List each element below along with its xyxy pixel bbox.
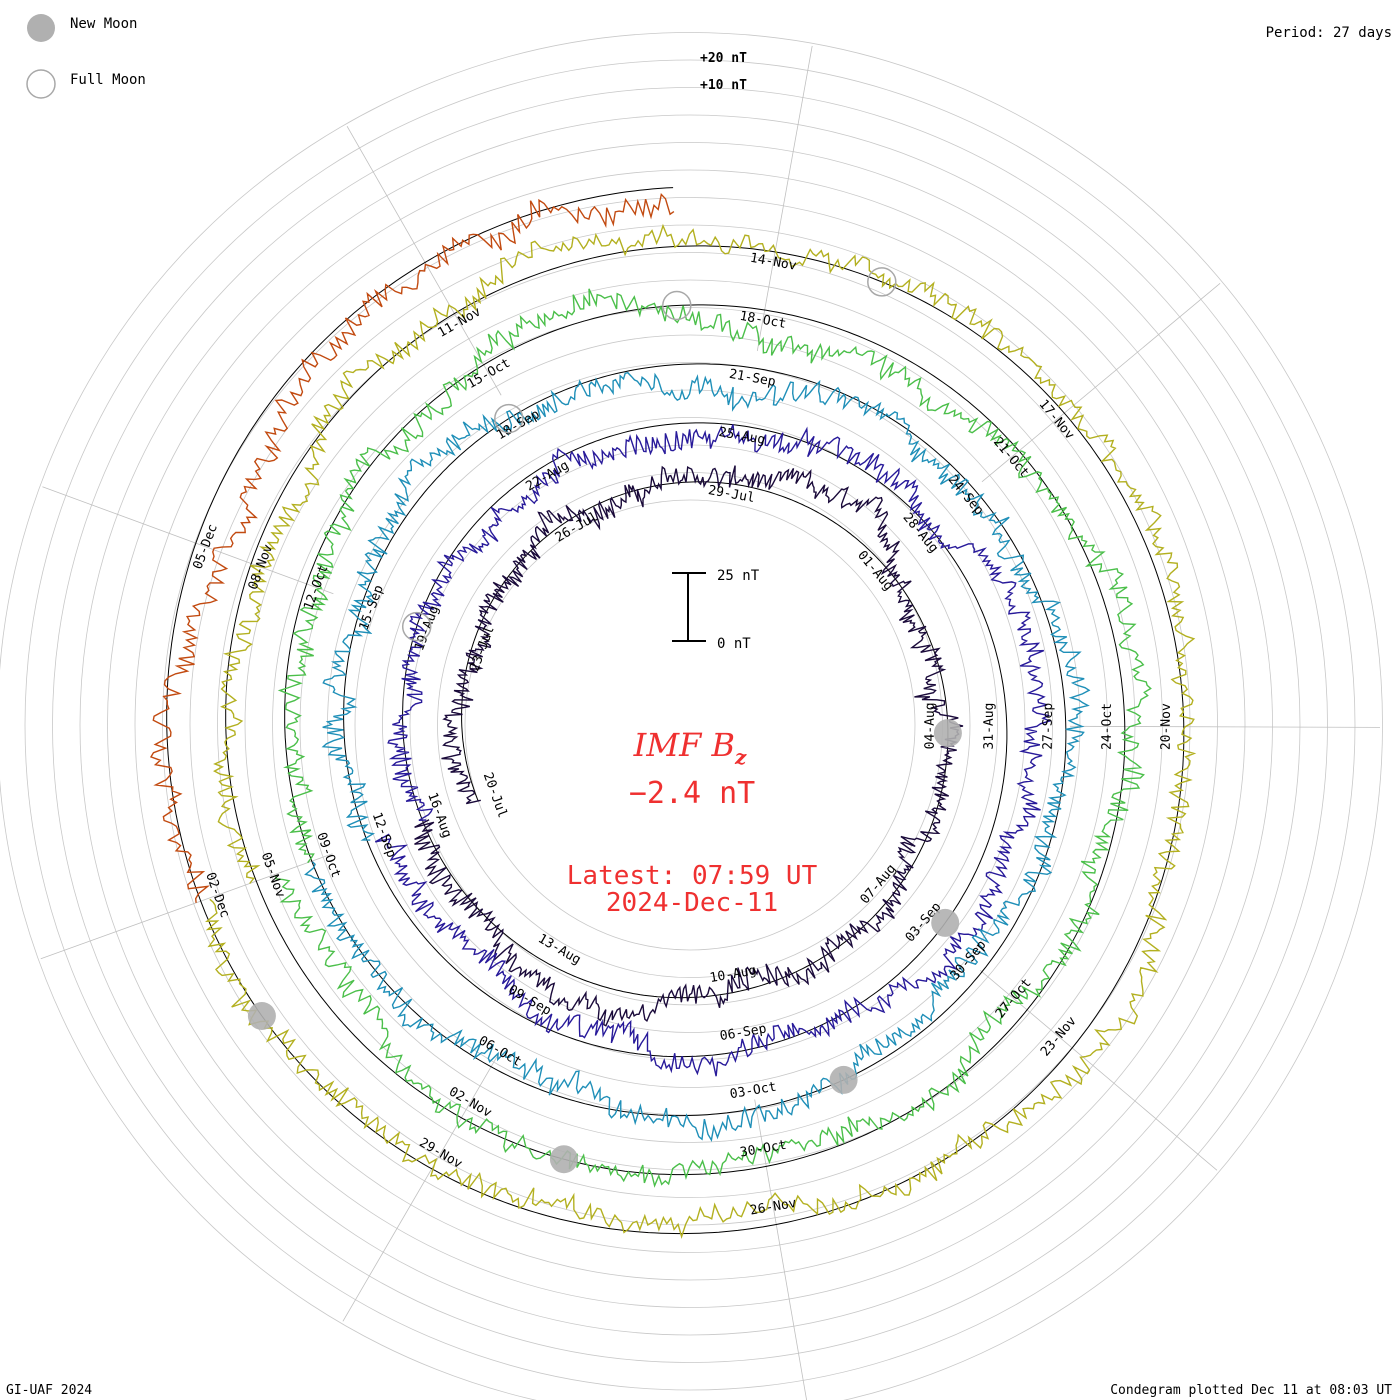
date-label: 27-Sep [1041,703,1056,750]
grid-spoke [981,283,1221,483]
grid-spoke [1069,725,1380,728]
full-moon-marker [867,267,897,297]
date-label: 30-Sep [948,938,990,984]
date-label: 29-Nov [416,1135,464,1172]
date-label: 26-Nov [749,1196,798,1219]
center-title: IMF Bz [633,726,747,769]
full-moon-legend-label: Full Moon [70,72,146,88]
footer-credit: GI-UAF 2024 [6,1383,92,1398]
new-moon-marker [931,908,960,937]
grid-ring [0,32,1383,1400]
current-value: −2.4 nT [629,776,755,811]
moon-markers [247,267,962,1174]
trace-cycle-5 [205,223,1197,1239]
trace-cycle-2 [374,424,1052,1077]
grid-ring [299,334,1081,1116]
new-moon-legend-icon [27,14,55,42]
latest-time: Latest: 07:59 UT [567,861,818,891]
date-label: 04-Aug [923,702,938,749]
new-moon-marker [549,1145,578,1174]
full-moon-legend-icon [26,69,56,99]
date-label: 03-Oct [729,1080,778,1103]
grid-spoke [342,1053,500,1322]
trace-cycle-6 [149,192,675,903]
grid-spoke [40,853,333,960]
center-title-main: IMF B [633,726,735,764]
trace-cycle-3 [304,371,1091,1142]
date-label: 30-Oct [739,1138,788,1161]
new-moon-marker [247,1002,276,1030]
new-moon-legend-label: New Moon [70,16,137,32]
data-traces [149,192,1197,1239]
new-moon-marker [829,1065,858,1094]
scale-bar [672,572,706,642]
full-moon-marker [401,611,432,642]
grid-ring [134,169,1246,1281]
date-label: 02-Dec [202,871,232,920]
grid-spoke [42,486,334,595]
date-label: 20-Jul [480,771,510,820]
zero-line [166,187,1185,1235]
scale-label-plus10: +10 nT [700,78,747,93]
grid-ring [217,252,1163,1198]
date-label: 24-Oct [1100,703,1115,750]
date-label: 31-Aug [982,703,997,750]
grid-ring [24,59,1356,1391]
date-label: 11-Nov [435,304,483,340]
grid-ring [382,417,998,1033]
period-label: Period: 27 days [1266,25,1392,41]
date-label: 10-Aug [709,963,758,986]
footer-plotted: Condegram plotted Dec 11 at 08:03 UT [1110,1383,1392,1398]
latest-date: 2024-Dec-11 [606,888,778,918]
grid-ring [79,114,1301,1336]
grid-ring [464,499,916,951]
zero-reference-spiral [166,187,1185,1235]
center-title-sub: z [734,745,747,769]
grid-ring [107,142,1273,1308]
grid-ring [244,279,1136,1171]
trace-cycle-1 [414,465,964,1027]
date-label: 05-Nov [258,851,288,900]
grid-spoke [754,1099,807,1400]
grid-spoke [756,45,813,352]
grid-ring [327,362,1053,1088]
date-label: 20-Nov [1159,703,1174,750]
scale-label-plus20: +20 nT [700,51,747,66]
grid-ring [52,87,1328,1363]
date-label: 09-Oct [313,831,343,880]
scale-bar-bottom-label: 0 nT [717,636,751,652]
grid-rings [0,32,1383,1400]
date-label: 06-Oct [476,1033,524,1070]
new-moon-marker [933,719,962,748]
full-moon-marker [494,403,524,434]
grid-ring [409,444,971,1006]
trace-cycle-4 [275,288,1152,1188]
grid-spoke [346,126,502,396]
full-moon-marker [662,290,692,321]
grid-spokes [40,45,1380,1400]
grid-ring [189,224,1191,1226]
scale-bar-top-label: 25 nT [717,568,760,584]
